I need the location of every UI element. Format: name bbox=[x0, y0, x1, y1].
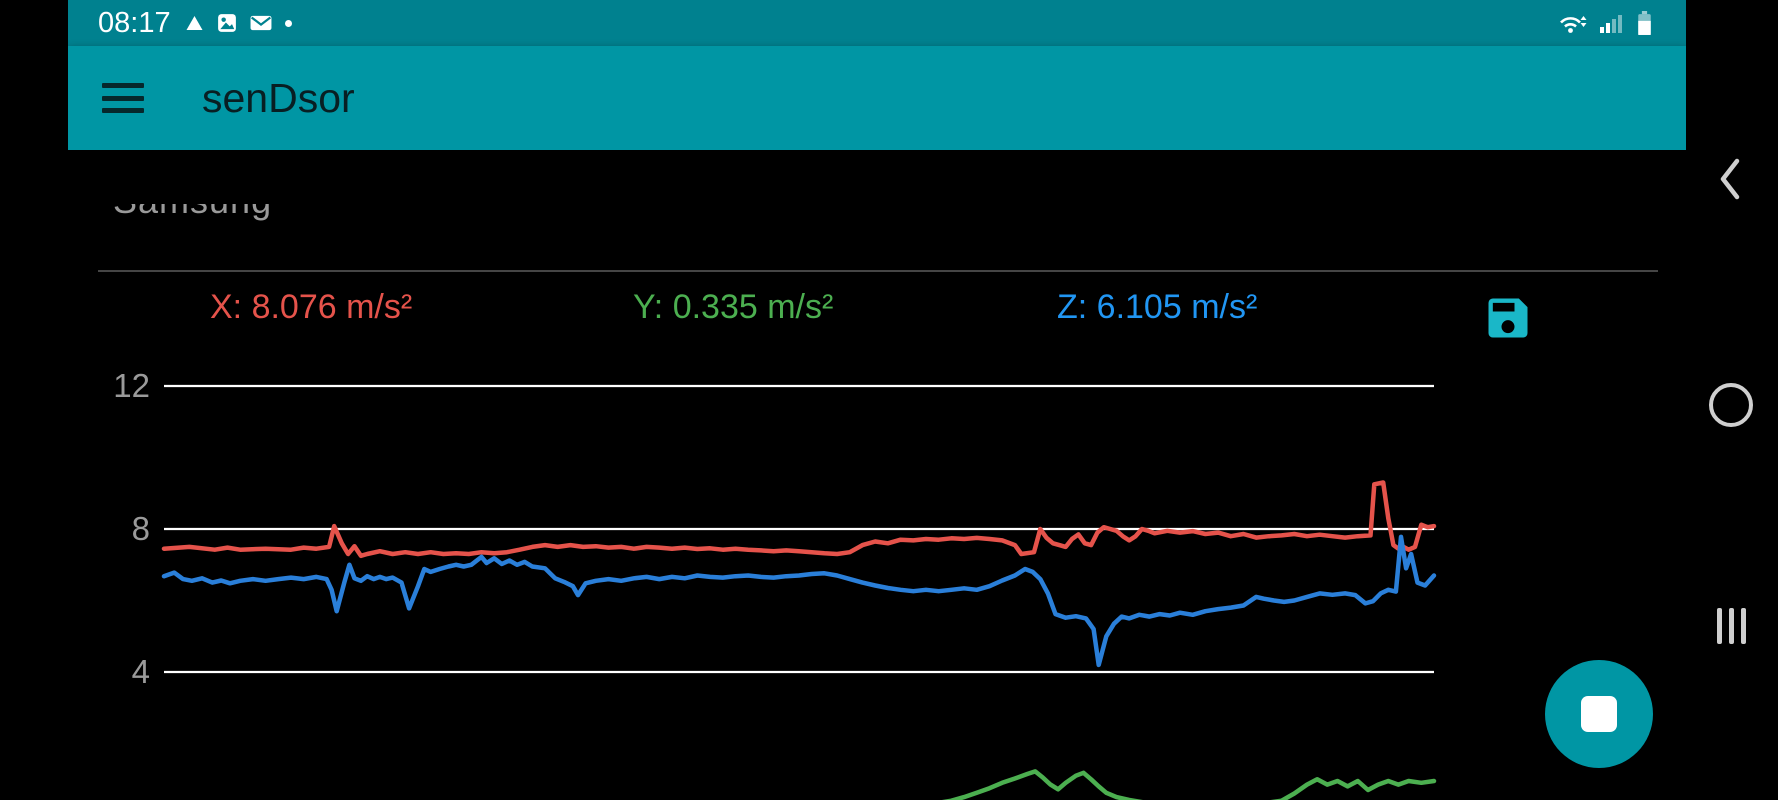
status-icons-left bbox=[185, 13, 292, 33]
back-chevron-icon bbox=[1720, 158, 1740, 200]
nav-home-button[interactable] bbox=[1709, 383, 1753, 427]
app-bar: senDsor bbox=[68, 46, 1686, 150]
photos-icon bbox=[217, 14, 236, 32]
recents-bar-icon bbox=[1728, 608, 1734, 644]
y-tick-label: 12 bbox=[113, 367, 150, 404]
stop-icon bbox=[1581, 696, 1617, 732]
drive-icon bbox=[186, 16, 203, 30]
y-tick-label: 4 bbox=[132, 653, 150, 690]
reading-x: X: 8.076 m/s² bbox=[210, 288, 413, 326]
wifi-icon bbox=[1560, 15, 1587, 33]
home-circle-icon bbox=[1709, 383, 1753, 427]
notification-dot-icon bbox=[284, 19, 292, 27]
nav-back-button[interactable] bbox=[1708, 157, 1752, 201]
series-z-line bbox=[161, 534, 1437, 668]
series-x-line bbox=[161, 480, 1437, 559]
clipped-header: Samsung bbox=[113, 204, 373, 221]
menu-icon[interactable] bbox=[102, 83, 144, 113]
recents-bar-icon bbox=[1740, 608, 1746, 644]
android-nav-bar bbox=[1686, 0, 1778, 800]
save-button[interactable] bbox=[1482, 292, 1534, 344]
battery-icon bbox=[1638, 10, 1651, 35]
recents-bar-icon bbox=[1716, 608, 1722, 644]
stop-record-fab[interactable] bbox=[1545, 660, 1653, 768]
reading-z: Z: 6.105 m/s² bbox=[1057, 288, 1258, 326]
save-icon bbox=[1488, 298, 1528, 338]
email-icon bbox=[250, 15, 272, 31]
sensor-chart: 12 8 4 bbox=[113, 367, 1437, 800]
signal-icon bbox=[1600, 14, 1622, 33]
status-icons-right bbox=[1559, 10, 1652, 36]
y-tick-label: 8 bbox=[132, 510, 150, 547]
app-screen: 08:17 bbox=[68, 0, 1686, 800]
status-time: 08:17 bbox=[98, 7, 171, 39]
divider bbox=[98, 270, 1658, 272]
series-y-line bbox=[941, 769, 1437, 800]
nav-recents-button[interactable] bbox=[1709, 608, 1753, 648]
app-title: senDsor bbox=[202, 74, 355, 121]
status-bar: 08:17 bbox=[68, 0, 1686, 46]
reading-y: Y: 0.335 m/s² bbox=[633, 288, 834, 326]
clipped-header-text: Samsung bbox=[113, 204, 373, 219]
